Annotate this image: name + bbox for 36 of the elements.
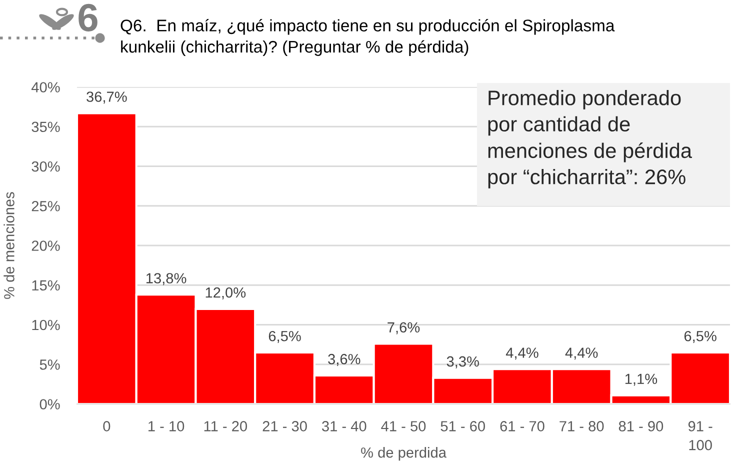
data-label: 6,5% (684, 330, 716, 343)
data-label: 13,8% (146, 273, 186, 286)
y-tick-label: 15% (32, 280, 60, 291)
y-tick-label: 30% (32, 161, 60, 172)
annotation: Promedio ponderado por cantidad de menciones de pérdida por “chicharrita”: 26% (488, 90, 692, 188)
data-label: 4,4% (565, 348, 598, 360)
x-tick-label: 71 - 80 (560, 421, 604, 432)
y-tick-label: 5% (40, 360, 60, 370)
x-tick-label: 11 - 20 (204, 421, 248, 432)
y-axis-title: % de menciones (4, 192, 14, 299)
text: 6 (78, 4, 98, 32)
x-tick-label: 31 - 40 (322, 421, 366, 432)
x-tick-label: 1 - 10 (148, 421, 184, 432)
data-label: 6,5% (268, 330, 301, 343)
data-label: 7,6% (388, 322, 420, 334)
y-tick-label: 40% (31, 82, 60, 92)
y-tick-label: 35% (32, 122, 60, 132)
data-label: 3,3% (446, 356, 479, 368)
y-tick-label: 20% (32, 240, 60, 251)
x-tick-label: 21 - 30 (262, 421, 307, 432)
x-axis-title: % de perdida (361, 447, 446, 461)
data-label: 4,4% (506, 348, 538, 360)
data-label: 1,1% (625, 374, 658, 386)
x-tick-label: 41 - 50 (381, 421, 426, 432)
x-tick-label: 91 - 100 (688, 421, 712, 450)
data-label: 3,6% (328, 354, 360, 366)
data-label: 36,7% (86, 92, 127, 104)
chart-title: Q6. En maíz, ¿qué impacto tiene en su producción el Spiroplasma kunkelii (chicharrita)? (Preguntar % de pérdida) (120, 19, 615, 56)
y-tick-label: 10% (32, 320, 60, 330)
y-tick-label: 25% (32, 200, 60, 212)
x-tick-label: 81 - 90 (618, 421, 664, 432)
data-label: 12,0% (206, 287, 246, 300)
y-tick-label: 0% (40, 399, 60, 410)
x-tick-label: 51 - 60 (440, 421, 485, 432)
x-tick-label: 61 - 70 (500, 421, 544, 432)
x-tick-label: 0 (103, 421, 110, 432)
